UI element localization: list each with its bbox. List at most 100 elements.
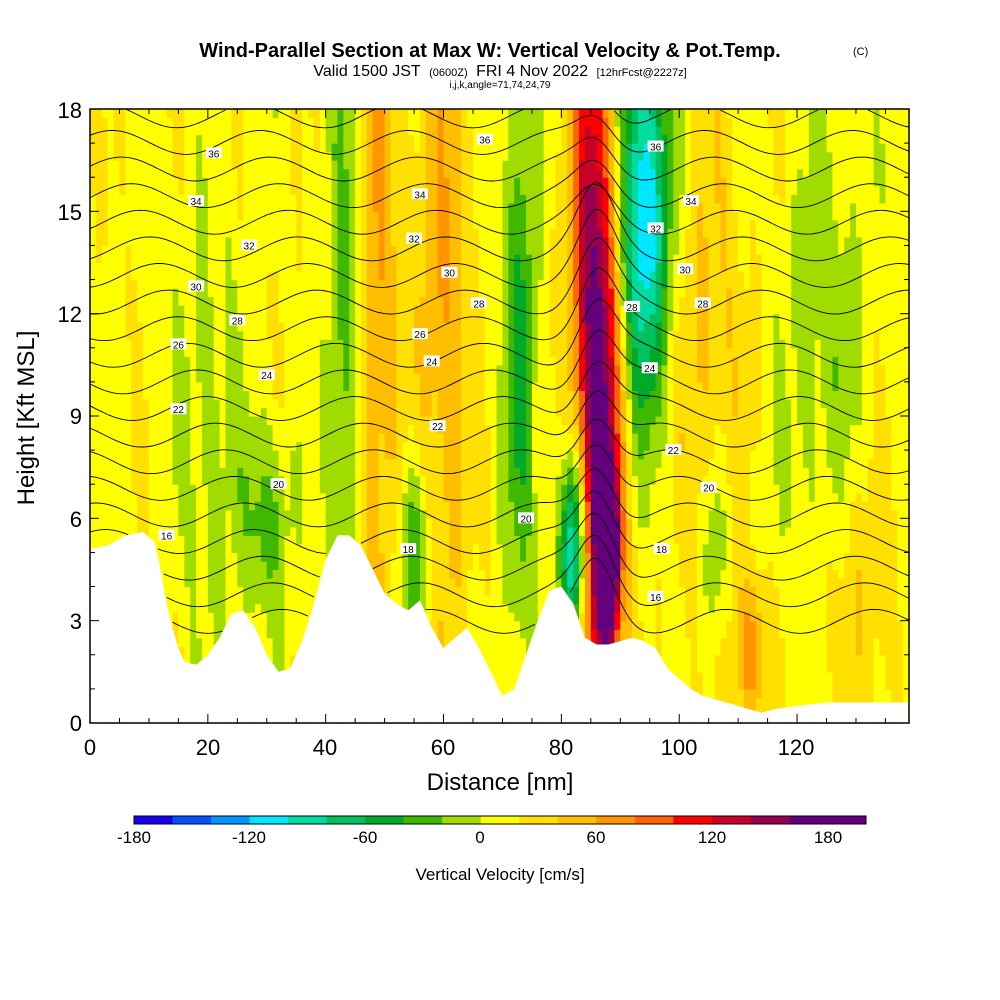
velocity-cell bbox=[461, 296, 468, 306]
velocity-cell bbox=[266, 330, 274, 340]
velocity-cell bbox=[213, 595, 221, 605]
chart-subtitle-indices: i,j,k,angle=71,74,24,79 bbox=[450, 80, 551, 91]
velocity-cell bbox=[213, 168, 221, 178]
velocity-cell bbox=[243, 211, 250, 221]
velocity-cell bbox=[207, 441, 215, 451]
velocity-cell bbox=[266, 134, 274, 144]
velocity-cell bbox=[101, 509, 109, 519]
velocity-cell bbox=[190, 390, 197, 400]
velocity-cell bbox=[472, 245, 480, 255]
velocity-cell bbox=[290, 535, 297, 545]
velocity-cell bbox=[349, 424, 356, 434]
velocity-cell bbox=[231, 364, 238, 374]
velocity-cell bbox=[137, 390, 144, 400]
velocity-cell bbox=[296, 595, 303, 605]
velocity-cell bbox=[484, 117, 492, 127]
velocity-cell bbox=[313, 245, 321, 255]
velocity-cell bbox=[325, 535, 333, 545]
velocity-cell bbox=[107, 364, 115, 374]
velocity-cell bbox=[390, 330, 397, 340]
velocity-cell bbox=[231, 578, 238, 588]
velocity-cell bbox=[366, 322, 374, 332]
velocity-cell bbox=[190, 543, 197, 554]
velocity-cell bbox=[190, 288, 197, 298]
velocity-cell bbox=[137, 356, 144, 366]
velocity-cell bbox=[425, 484, 433, 494]
velocity-cell bbox=[154, 373, 162, 383]
velocity-cell bbox=[490, 407, 498, 417]
velocity-cell bbox=[125, 398, 132, 409]
velocity-cell bbox=[343, 151, 350, 161]
velocity-cell bbox=[101, 211, 109, 221]
velocity-cell bbox=[313, 543, 321, 554]
velocity-cell bbox=[266, 143, 274, 153]
velocity-cell bbox=[231, 526, 238, 536]
velocity-cell bbox=[461, 612, 468, 622]
velocity-cell bbox=[361, 228, 368, 238]
velocity-cell bbox=[361, 305, 368, 315]
velocity-cell bbox=[331, 475, 339, 485]
velocity-cell bbox=[355, 526, 362, 536]
velocity-cell bbox=[166, 543, 174, 554]
velocity-cell bbox=[308, 236, 315, 247]
velocity-cell bbox=[366, 228, 374, 238]
velocity-cell bbox=[349, 492, 356, 502]
velocity-cell bbox=[231, 407, 238, 417]
velocity-cell bbox=[260, 322, 268, 332]
velocity-cell bbox=[266, 535, 274, 545]
velocity-cell bbox=[319, 356, 327, 366]
velocity-cell bbox=[160, 305, 168, 315]
velocity-cell bbox=[343, 262, 350, 272]
velocity-cell bbox=[266, 313, 274, 323]
velocity-cell bbox=[178, 637, 185, 647]
velocity-cell bbox=[467, 381, 474, 392]
velocity-cell bbox=[254, 253, 262, 264]
velocity-cell bbox=[384, 560, 392, 571]
velocity-cell bbox=[472, 467, 480, 477]
velocity-cell bbox=[95, 271, 103, 281]
velocity-cell bbox=[331, 441, 339, 451]
velocity-cell bbox=[402, 441, 409, 451]
velocity-cell bbox=[366, 296, 374, 306]
velocity-cell bbox=[196, 288, 203, 298]
velocity-cell bbox=[178, 194, 185, 204]
velocity-cell bbox=[349, 458, 356, 468]
velocity-cell bbox=[490, 484, 498, 494]
velocity-cell bbox=[131, 484, 138, 494]
velocity-cell bbox=[90, 322, 97, 332]
velocity-cell bbox=[143, 126, 150, 136]
velocity-cell bbox=[107, 433, 115, 443]
velocity-cell bbox=[113, 151, 121, 161]
velocity-cell bbox=[396, 245, 403, 255]
velocity-cell bbox=[190, 518, 197, 528]
velocity-cell bbox=[190, 535, 197, 545]
velocity-cell bbox=[490, 492, 498, 502]
velocity-cell bbox=[90, 151, 97, 161]
velocity-cell bbox=[449, 109, 456, 119]
velocity-cell bbox=[319, 416, 327, 426]
velocity-cell bbox=[478, 620, 486, 630]
velocity-cell bbox=[178, 552, 185, 562]
velocity-cell bbox=[431, 279, 439, 289]
velocity-cell bbox=[343, 305, 350, 315]
velocity-cell bbox=[396, 296, 403, 306]
velocity-cell bbox=[490, 236, 498, 247]
velocity-cell bbox=[119, 160, 126, 170]
velocity-cell bbox=[172, 578, 179, 588]
velocity-cell bbox=[101, 194, 109, 204]
velocity-cell bbox=[472, 407, 480, 417]
velocity-cell bbox=[143, 177, 150, 187]
velocity-cell bbox=[196, 475, 203, 485]
velocity-cell bbox=[272, 603, 280, 613]
velocity-cell bbox=[278, 347, 286, 357]
velocity-cell bbox=[378, 202, 386, 212]
velocity-cell bbox=[402, 356, 409, 366]
velocity-cell bbox=[243, 543, 250, 554]
velocity-cell bbox=[378, 390, 386, 400]
velocity-cell bbox=[284, 168, 291, 178]
velocity-cell bbox=[414, 458, 421, 468]
velocity-cell bbox=[201, 168, 209, 178]
velocity-cell bbox=[402, 339, 409, 349]
velocity-cell bbox=[125, 305, 132, 315]
velocity-cell bbox=[384, 381, 392, 392]
